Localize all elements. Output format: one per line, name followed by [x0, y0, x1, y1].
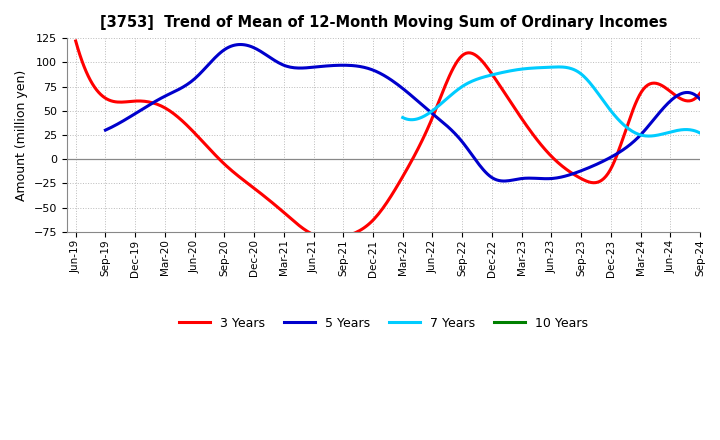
5 Years — [101, 128, 109, 133]
Line: 7 Years: 7 Years — [402, 67, 700, 136]
5 Years — [499, 178, 508, 183]
3 Years — [445, 73, 454, 79]
Y-axis label: Amount (million yen): Amount (million yen) — [15, 70, 28, 201]
3 Years — [326, 235, 335, 241]
7 Years — [554, 64, 563, 70]
5 Years — [606, 155, 615, 160]
Line: 5 Years: 5 Years — [105, 44, 700, 181]
7 Years — [581, 76, 590, 81]
3 Years — [600, 176, 608, 181]
3 Years — [639, 86, 648, 92]
7 Years — [651, 133, 660, 138]
5 Years — [457, 138, 466, 143]
5 Years — [455, 136, 464, 141]
7 Years — [670, 128, 678, 134]
3 Years — [71, 38, 80, 44]
5 Years — [236, 42, 245, 47]
5 Years — [467, 151, 476, 157]
5 Years — [696, 96, 704, 102]
3 Years — [696, 91, 704, 96]
7 Years — [575, 70, 584, 76]
7 Years — [398, 115, 407, 120]
Title: [3753]  Trend of Mean of 12-Month Moving Sum of Ordinary Incomes: [3753] Trend of Mean of 12-Month Moving … — [99, 15, 667, 30]
7 Years — [696, 130, 704, 136]
7 Years — [400, 115, 408, 121]
5 Years — [644, 124, 652, 129]
Line: 3 Years: 3 Years — [76, 41, 700, 238]
7 Years — [577, 71, 585, 76]
Legend: 3 Years, 5 Years, 7 Years, 10 Years: 3 Years, 5 Years, 7 Years, 10 Years — [174, 312, 593, 335]
5 Years — [103, 127, 112, 132]
3 Years — [456, 55, 464, 61]
7 Years — [644, 133, 652, 139]
3 Years — [73, 46, 82, 51]
3 Years — [443, 78, 451, 83]
